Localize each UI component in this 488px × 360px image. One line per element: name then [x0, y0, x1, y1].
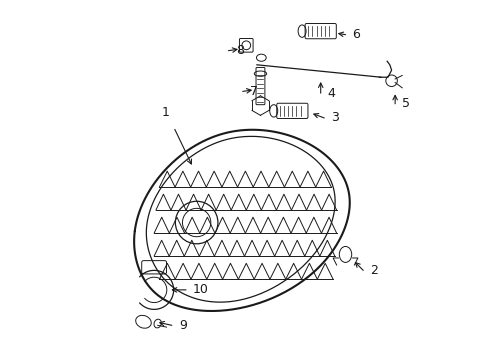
- Text: 3: 3: [331, 112, 339, 125]
- Text: 6: 6: [352, 28, 360, 41]
- Text: 4: 4: [327, 87, 335, 100]
- Text: 1: 1: [161, 106, 169, 119]
- Text: 8: 8: [235, 44, 243, 57]
- Text: 9: 9: [179, 319, 186, 332]
- Text: 5: 5: [402, 97, 409, 110]
- Text: 10: 10: [193, 283, 208, 296]
- Text: 7: 7: [249, 85, 257, 98]
- Text: 2: 2: [369, 264, 377, 277]
